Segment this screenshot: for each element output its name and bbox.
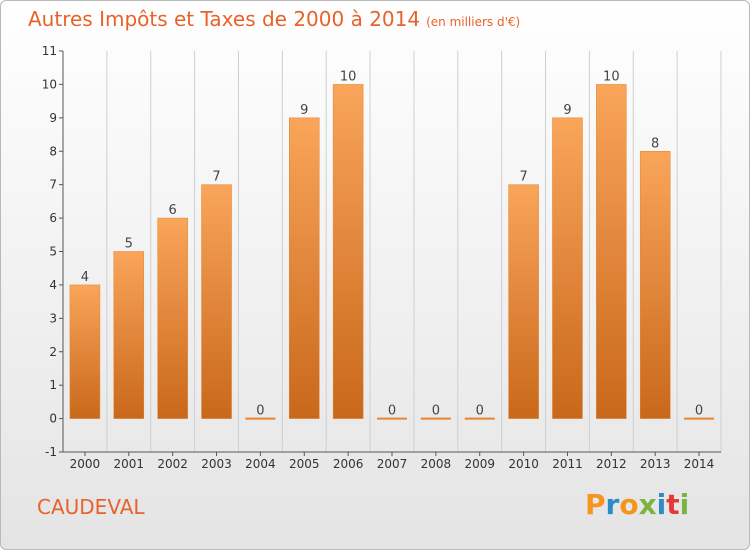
bar [113, 251, 145, 419]
x-tick-label: 2011 [552, 457, 583, 471]
data-label: 10 [340, 69, 357, 84]
logo-letter: t [666, 488, 680, 521]
y-tick-label: 4 [49, 278, 57, 292]
y-tick-label: 3 [49, 311, 57, 325]
y-tick-label: 1 [49, 378, 57, 392]
x-tick-label: 2014 [684, 457, 715, 471]
data-label: 9 [563, 103, 571, 118]
logo-letter: i [679, 488, 690, 521]
bar [552, 117, 583, 419]
x-tick-label: 2007 [377, 457, 408, 471]
proxiti-logo: Proxiti [585, 488, 689, 521]
x-tick-label: 2009 [464, 457, 495, 471]
data-label: 0 [476, 404, 484, 419]
logo-letter: x [638, 488, 657, 521]
data-label: 0 [695, 404, 703, 419]
bar [639, 151, 671, 419]
x-tick-label: 2002 [157, 457, 188, 471]
data-label: 0 [388, 404, 396, 419]
data-label: 4 [81, 270, 89, 285]
place-name: CAUDEVAL [37, 495, 145, 519]
y-tick-label: 9 [49, 111, 57, 125]
x-tick-label: 2008 [421, 457, 452, 471]
data-label: 7 [212, 170, 220, 185]
data-label: 0 [432, 404, 440, 419]
chart-subtitle: (en milliers d'€) [426, 15, 521, 29]
data-label: 0 [256, 404, 264, 419]
data-label: 5 [125, 237, 133, 252]
bar [508, 184, 539, 419]
bar [201, 184, 232, 419]
x-tick-label: 2010 [508, 457, 539, 471]
y-tick-label: 7 [49, 178, 57, 192]
y-tick-label: 5 [49, 245, 57, 259]
x-tick-label: 2006 [333, 457, 364, 471]
x-tick-label: 2000 [70, 457, 101, 471]
logo-letter: P [585, 488, 606, 521]
x-tick-label: 2013 [640, 457, 671, 471]
bar [69, 284, 101, 419]
logo-letter: o [619, 488, 639, 521]
bar [596, 84, 627, 419]
y-tick-label: 0 [49, 412, 57, 426]
y-tick-label: 8 [49, 144, 57, 158]
data-label: 6 [169, 203, 177, 218]
chart-title-text: Autres Impôts et Taxes de 2000 à 2014 [28, 7, 421, 31]
bar [289, 117, 320, 419]
x-tick-label: 2005 [289, 457, 320, 471]
x-tick-label: 2012 [596, 457, 627, 471]
bar [332, 84, 364, 419]
y-tick-label: 6 [49, 211, 57, 225]
data-label: 9 [300, 103, 308, 118]
y-tick-label: -1 [45, 445, 57, 459]
x-tick-label: 2004 [245, 457, 276, 471]
y-tick-label: 11 [42, 44, 57, 58]
data-label: 7 [519, 170, 527, 185]
x-tick-label: 2003 [201, 457, 232, 471]
logo-letter: r [605, 488, 620, 521]
data-label: 10 [603, 69, 620, 84]
y-tick-label: 10 [42, 77, 57, 91]
data-label: 8 [651, 136, 659, 151]
chart-title: Autres Impôts et Taxes de 2000 à 2014 (en… [28, 7, 520, 31]
y-tick-label: 2 [49, 345, 57, 359]
bar [157, 217, 188, 419]
logo-letter: i [656, 488, 667, 521]
x-tick-label: 2001 [114, 457, 145, 471]
